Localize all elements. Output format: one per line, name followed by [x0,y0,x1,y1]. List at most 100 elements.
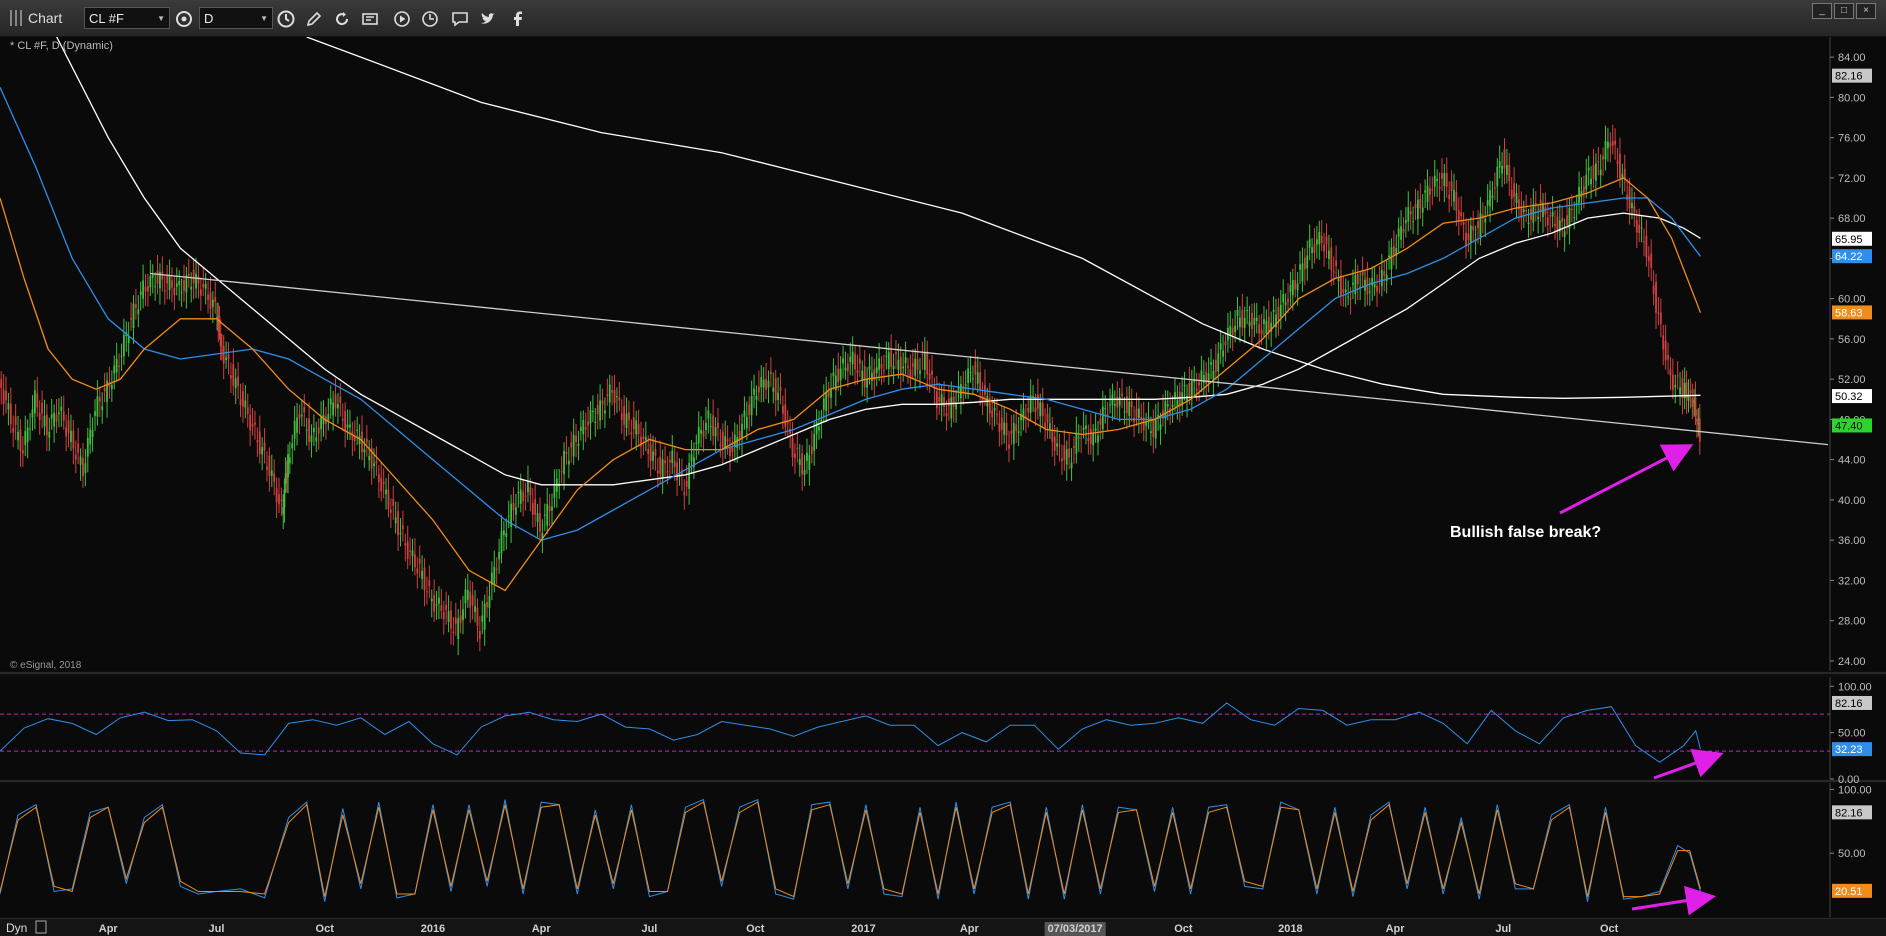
price-label-box [1832,695,1872,710]
clock-icon[interactable] [274,7,298,31]
candle-body [67,420,70,433]
candle-body [132,303,135,328]
candle-body [1046,413,1049,423]
candle-body [219,333,222,347]
candle-body [1390,247,1393,270]
candle-body [303,407,306,413]
candle-body [1433,175,1436,187]
series-line-1 [306,37,1701,399]
twitter-icon[interactable] [476,7,500,31]
candle-body [837,368,840,383]
comment-icon[interactable] [448,7,472,31]
candle-body [1498,161,1501,168]
candle-body [1491,195,1494,198]
symbol-input[interactable]: CL #F ▼ [84,7,170,29]
candle-body [452,631,455,633]
candle-body [534,499,537,515]
candle-body [745,416,748,429]
candle-body [1392,246,1395,255]
play-icon[interactable] [390,7,414,31]
facebook-icon[interactable] [506,7,530,31]
series-line-2 [0,87,1702,541]
candle-body [1248,321,1251,327]
candle-body [389,509,392,513]
candle-body [1582,186,1585,193]
maximize-button[interactable]: □ [1834,3,1854,19]
candle-body [531,502,534,515]
grip-icon[interactable] [10,10,22,26]
candle-body [232,364,235,386]
candle-body [988,398,991,414]
candle-body [820,420,823,423]
candle-body [1241,309,1244,328]
candle-body [873,369,876,381]
candle-body [666,471,669,473]
candle-body [1181,392,1184,406]
candle-body [885,355,888,357]
refresh-icon[interactable] [330,7,354,31]
chevron-down-icon[interactable]: ▼ [157,13,165,23]
candle-body [72,430,75,449]
candle-body [1486,200,1489,206]
candle-body [560,471,563,473]
candle-body [1246,309,1249,311]
candle-body [570,442,573,448]
candle-body [287,454,289,478]
candle-body [950,397,953,419]
candle-body [144,286,147,292]
minimize-button[interactable]: _ [1812,3,1832,19]
candle-body [1137,408,1140,419]
candle-body [1265,320,1268,334]
candle-body [1669,369,1672,376]
candle-body [1099,418,1102,425]
candle-body [353,436,356,441]
candle-body [464,589,467,604]
candle-body [567,460,570,465]
candle-body [263,442,266,451]
candle-body [1142,417,1145,431]
candle-body [1585,174,1588,190]
candle-body [1239,317,1241,327]
candle-body [623,405,626,425]
candle-body [426,591,428,593]
candle-body [731,447,734,453]
pencil-icon[interactable] [302,7,326,31]
candle-body [21,450,24,454]
candle-body [1573,216,1576,218]
link-icon[interactable] [172,7,196,31]
y-tick-label: 80.00 [1838,92,1866,104]
close-button[interactable]: × [1856,3,1876,19]
candle-body [871,372,873,381]
candle-body [702,430,705,437]
candle-body [115,358,118,373]
candle-body [447,611,450,622]
candle-body [955,403,957,410]
candle-body [404,543,407,546]
candle-body [976,372,979,384]
candle-body [1388,255,1390,258]
candle-body [1075,432,1078,454]
candle-body [741,423,743,440]
candle-body [327,414,330,421]
candle-body [611,390,614,393]
candle-body [777,392,780,401]
cycle-icon[interactable] [418,7,442,31]
candle-body [1212,370,1215,381]
candle-body [1202,374,1205,383]
x-tick-label: Jul [1495,923,1511,935]
news-icon[interactable] [358,7,382,31]
candle-body [368,455,371,461]
price-label-box [1832,389,1872,404]
chevron-down-icon[interactable]: ▼ [260,13,268,23]
candle-body [258,431,261,454]
candle-body [1347,296,1350,298]
chart-canvas[interactable]: 84.0080.0076.0072.0068.0064.0060.0056.00… [0,37,1886,936]
candle-body [239,398,242,406]
candle-body [1214,360,1217,372]
candle-body [62,411,65,421]
candle-body [29,428,31,430]
interval-select[interactable]: D ▼ [199,7,273,29]
candle-body [991,410,994,418]
candle-body [454,617,457,624]
y-tick-label: 28.00 [1838,616,1866,628]
